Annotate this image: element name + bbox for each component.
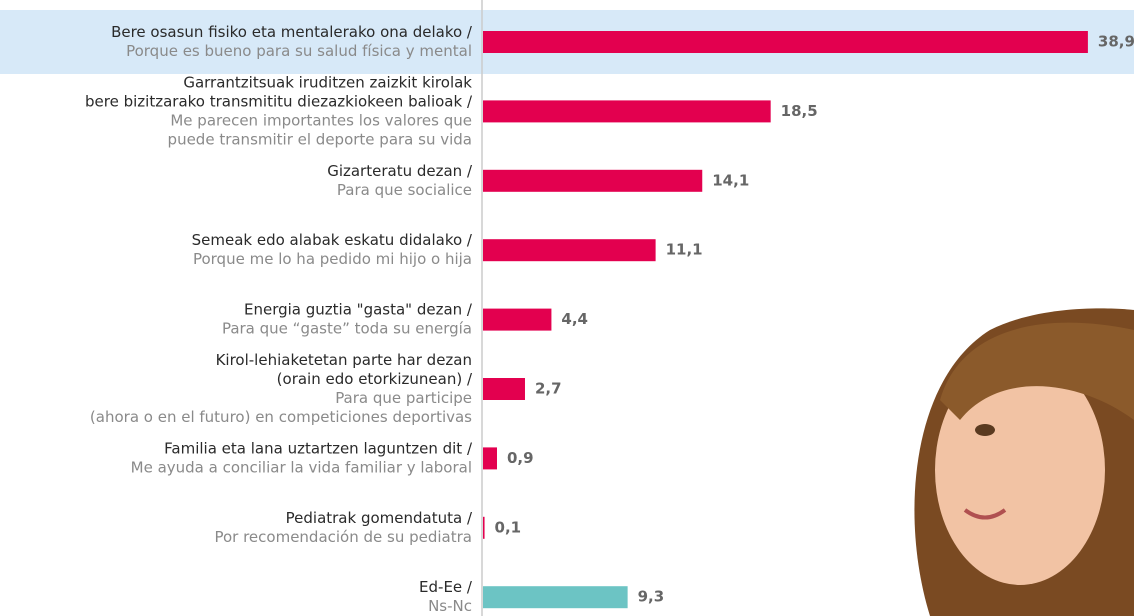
value-label: 18,5 bbox=[781, 102, 818, 120]
bar bbox=[483, 308, 552, 331]
category-label: Energia guztia "gasta" dezan / bbox=[244, 301, 473, 319]
category-label: (orain edo etorkizunean) / bbox=[277, 370, 473, 388]
bar bbox=[483, 586, 628, 609]
category-label: Familia eta lana uztartzen laguntzen dit… bbox=[164, 439, 473, 457]
category-label: (ahora o en el futuro) en competiciones … bbox=[90, 408, 472, 426]
value-label: 0,1 bbox=[495, 518, 522, 536]
category-label: Pediatrak gomendatuta / bbox=[286, 509, 473, 527]
category-label: Para que “gaste” toda su energía bbox=[222, 320, 472, 338]
category-label: Bere osasun fisiko eta mentalerako ona d… bbox=[111, 23, 473, 41]
category-label: Me ayuda a conciliar la vida familiar y … bbox=[131, 458, 472, 476]
category-label: Garrantzitsuak iruditzen zaizkit kirolak bbox=[183, 73, 472, 91]
category-label: puede transmitir el deporte para su vida bbox=[168, 130, 472, 148]
category-label: Para que socialice bbox=[337, 181, 472, 199]
bar bbox=[483, 378, 525, 400]
category-label: bere bizitzarako transmititu diezazkioke… bbox=[85, 92, 473, 110]
value-label: 0,9 bbox=[507, 449, 534, 467]
category-label: Kirol-lehiaketetan parte har dezan bbox=[216, 351, 472, 369]
category-label: Por recomendación de su pediatra bbox=[214, 528, 472, 546]
child-photo bbox=[914, 308, 1134, 616]
value-label: 9,3 bbox=[638, 588, 665, 606]
category-label: Porque es bueno para su salud física y m… bbox=[126, 42, 472, 60]
bar bbox=[483, 31, 1088, 53]
bar bbox=[483, 516, 485, 539]
value-label: 11,1 bbox=[666, 241, 703, 259]
category-label: Semeak edo alabak eskatu didalako / bbox=[192, 231, 473, 249]
value-label: 4,4 bbox=[561, 310, 588, 328]
category-label: Gizarteratu dezan / bbox=[327, 162, 473, 180]
value-label: 14,1 bbox=[712, 171, 749, 189]
category-label: Me parecen importantes los valores que bbox=[170, 111, 472, 129]
category-label: Ed-Ee / bbox=[419, 578, 473, 596]
value-label: 2,7 bbox=[535, 380, 562, 398]
bar bbox=[483, 100, 771, 123]
bar bbox=[483, 447, 497, 470]
category-label: Porque me lo ha pedido mi hijo o hija bbox=[193, 250, 472, 268]
value-label: 38,9 bbox=[1098, 33, 1134, 51]
bar bbox=[483, 169, 703, 192]
category-label: Ns-Nc bbox=[428, 597, 472, 615]
bar bbox=[483, 239, 656, 262]
category-label: Para que participe bbox=[335, 389, 472, 407]
